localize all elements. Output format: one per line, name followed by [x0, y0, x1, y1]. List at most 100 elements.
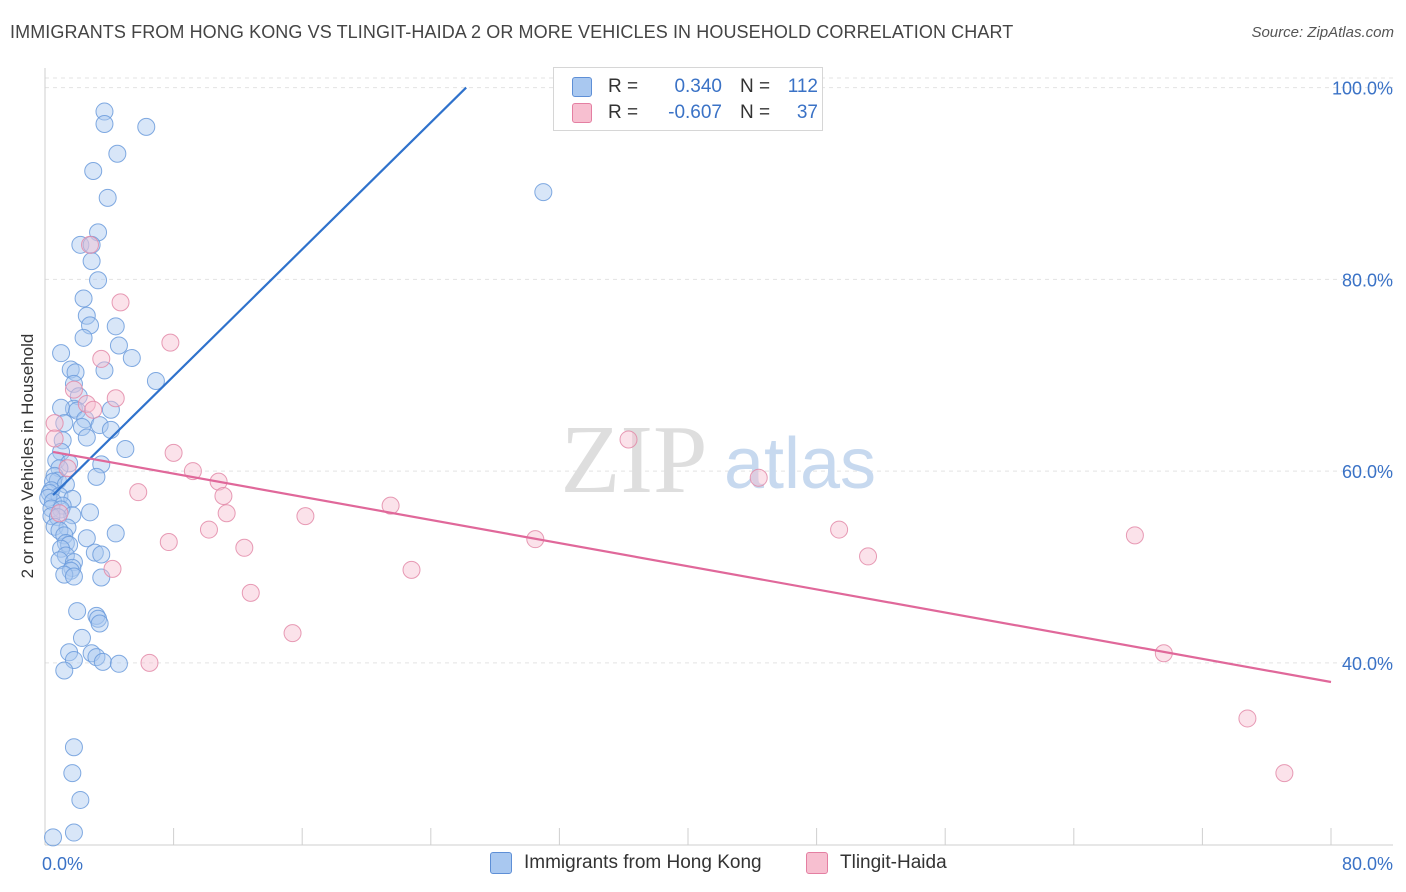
hong-kong-point: [63, 489, 82, 508]
hong-kong-point: [95, 102, 114, 121]
tlingit-point: [103, 559, 122, 578]
chart-title: IMMIGRANTS FROM HONG KONG VS TLINGIT-HAI…: [10, 22, 1014, 42]
hong-kong-point: [84, 161, 103, 180]
hong-kong-point: [61, 360, 80, 379]
hong-kong-point: [64, 738, 83, 757]
tlingit-point: [45, 429, 64, 448]
legend-swatch-pink: [572, 103, 592, 123]
legend-r-label: R =: [608, 102, 639, 123]
tlingit-point: [199, 520, 218, 539]
grid-lines: [45, 77, 1393, 664]
trend-line-tlingit: [52, 450, 1332, 684]
tlingit-point: [241, 583, 260, 602]
hong-kong-point: [77, 428, 96, 447]
tlingit-point: [159, 533, 178, 552]
tlingit-point: [619, 430, 638, 449]
tlingit-point: [92, 349, 111, 368]
series-legend: Immigrants from Hong Kong Tlingit-Haida: [0, 852, 1406, 878]
y-tick-label: 100.0%: [1332, 79, 1393, 99]
tlingit-point: [161, 333, 180, 352]
tlingit-point: [381, 496, 400, 515]
hong-kong-point: [82, 252, 101, 271]
series-label-tlingit: Tlingit-Haida: [840, 852, 947, 873]
legend-r-value: -0.607: [668, 102, 722, 123]
tlingit-point: [749, 468, 768, 487]
tlingit-point: [283, 624, 302, 643]
hong-kong-point: [56, 533, 75, 552]
y-tick-label: 80.0%: [1342, 270, 1393, 290]
hong-kong-point: [534, 183, 553, 202]
hong-kong-point: [44, 828, 63, 847]
hong-kong-point: [146, 371, 165, 390]
hong-kong-point: [89, 271, 108, 290]
hong-kong-point: [52, 344, 71, 363]
hong-kong-point: [77, 306, 96, 325]
tlingit-point: [1238, 709, 1257, 728]
hong-kong-point: [109, 336, 128, 355]
tlingit-point: [50, 504, 69, 523]
hong-kong-point: [90, 614, 109, 633]
hong-kong-point: [52, 398, 71, 417]
series-swatch-blue: [490, 852, 512, 874]
series-hong-kong-points: [39, 102, 553, 847]
legend-n-value: 37: [796, 102, 818, 123]
y-axis-label: 2 or more Vehicles in Household: [18, 333, 37, 579]
correlation-legend: R = 0.340 N = 112 R = -0.607 N = 37: [553, 67, 823, 131]
legend-swatch-blue: [572, 77, 592, 97]
tlingit-point: [140, 653, 159, 672]
tlingit-point: [129, 483, 148, 502]
y-tick-label: 40.0%: [1342, 654, 1393, 674]
hong-kong-point: [109, 654, 128, 673]
hong-kong-point: [72, 417, 91, 436]
x-tick-label-max: 80.0%: [1342, 854, 1393, 874]
hong-kong-point: [71, 790, 90, 809]
hong-kong-point: [101, 420, 120, 439]
hong-kong-point: [85, 543, 104, 562]
hong-kong-point: [74, 328, 93, 347]
legend-r-value: 0.340: [674, 76, 722, 97]
axes: [44, 68, 1393, 846]
tlingit-point: [214, 487, 233, 506]
trend-line-hong-kong: [52, 86, 467, 496]
tlingit-point: [1125, 526, 1144, 545]
tlingit-point: [830, 520, 849, 539]
tlingit-point: [64, 380, 83, 399]
x-tick-label-min: 0.0%: [42, 854, 83, 874]
legend-n-label: N =: [740, 102, 771, 123]
tlingit-point: [58, 459, 77, 478]
tlingit-point: [859, 547, 878, 566]
hong-kong-point: [90, 416, 109, 435]
tlingit-point: [217, 504, 236, 523]
tlingit-point: [45, 414, 64, 433]
legend-r-label: R =: [608, 76, 639, 97]
tick-labels: 40.0% 60.0% 80.0% 100.0% 0.0% 80.0%: [42, 79, 1393, 874]
tlingit-point: [1275, 764, 1294, 783]
hong-kong-point: [64, 567, 83, 586]
series-legend-hong-kong[interactable]: Immigrants from Hong Kong: [490, 852, 762, 874]
legend-row-hong-kong: R = 0.340 N = 112: [572, 74, 818, 100]
hong-kong-point: [92, 545, 111, 564]
hong-kong-point: [95, 361, 114, 380]
series-swatch-pink: [806, 852, 828, 874]
legend-row-tlingit: R = -0.607 N = 37: [572, 100, 818, 126]
tlingit-point: [235, 538, 254, 557]
hong-kong-point: [106, 524, 125, 543]
series-tlingit-points: [45, 235, 1294, 783]
hong-kong-point: [55, 526, 74, 545]
hong-kong-point: [116, 440, 135, 459]
hong-kong-point: [77, 529, 96, 548]
legend-n-value: 112: [787, 76, 818, 97]
tlingit-point: [164, 443, 183, 462]
y-tick-label: 60.0%: [1342, 462, 1393, 482]
tlingit-point: [81, 235, 100, 254]
watermark-zip: ZIP: [561, 406, 708, 514]
hong-kong-point: [55, 661, 74, 680]
legend-n-label: N =: [740, 76, 771, 97]
series-legend-tlingit[interactable]: Tlingit-Haida: [806, 852, 947, 874]
series-label-hong-kong: Immigrants from Hong Kong: [524, 852, 762, 873]
hong-kong-point: [95, 115, 114, 134]
hong-kong-point: [101, 400, 120, 419]
hong-kong-point: [108, 144, 127, 163]
hong-kong-point: [98, 188, 117, 207]
